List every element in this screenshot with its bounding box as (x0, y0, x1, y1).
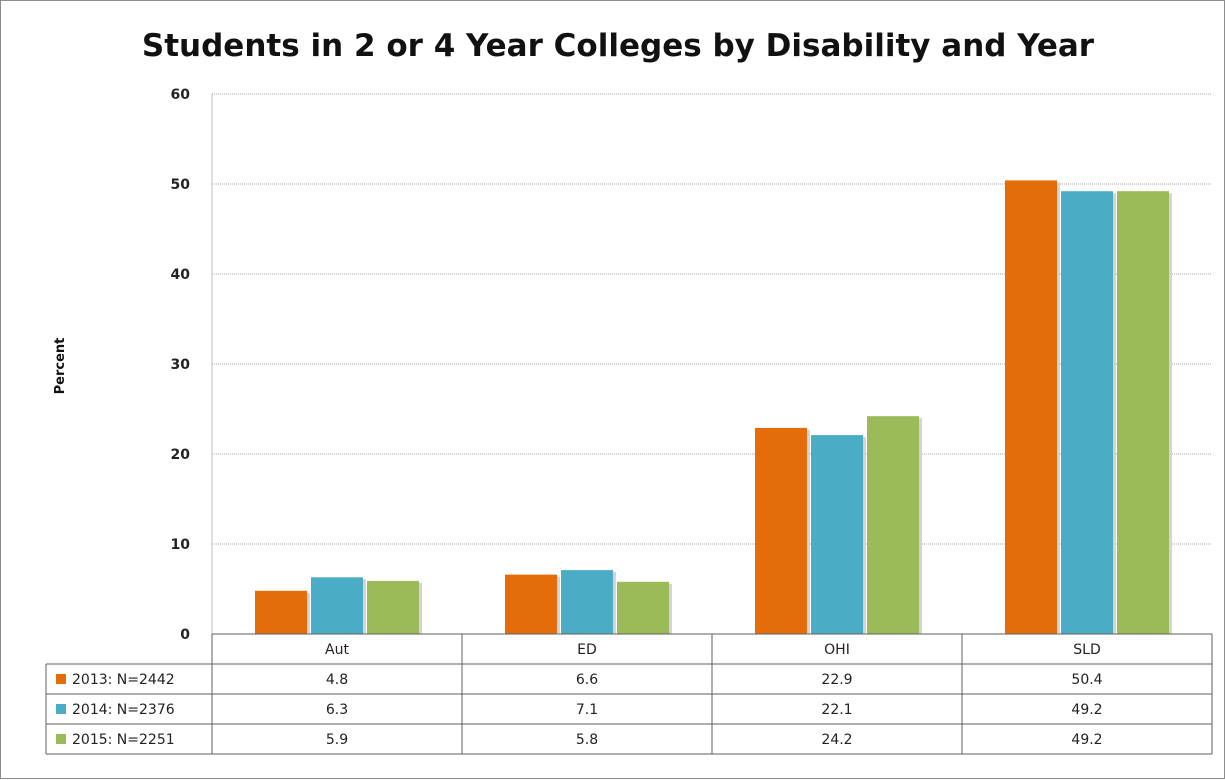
bars (255, 180, 1172, 634)
y-tick-label: 20 (171, 447, 191, 463)
y-tick-label: 50 (171, 177, 191, 193)
y-tick-label: 60 (171, 87, 191, 103)
y-axis-label: Percent (53, 338, 68, 395)
bar-2014-OHI (811, 435, 863, 634)
bar-2015-ED (617, 581, 669, 634)
y-tick-label: 30 (171, 357, 191, 373)
y-tick-label: 40 (171, 267, 191, 283)
grid-lines (211, 93, 1212, 634)
bar-2013-ED (505, 574, 557, 634)
legend-swatch (56, 734, 66, 744)
y-axis-ticks: 0 10 20 30 40 50 60 (171, 87, 191, 643)
data-cell: 49.2 (1071, 732, 1102, 748)
data-cell: 6.3 (326, 702, 348, 718)
data-table: Aut ED OHI SLD 2013: N=2442 4.8 6.6 22.9 50.4 201… (45, 633, 1213, 755)
legend-label: 2014: N=2376 (72, 702, 175, 718)
y-tick-label: 10 (171, 537, 191, 553)
category-label: ED (577, 642, 597, 658)
bar-2014-ED (561, 570, 613, 634)
bar-2015-OHI (867, 416, 919, 634)
bar-2015-SLD (1117, 191, 1169, 634)
bar-2013-SLD (1005, 180, 1057, 634)
category-label: Aut (325, 642, 349, 658)
y-tick-label: 0 (180, 627, 190, 643)
bar-2014-SLD (1061, 191, 1113, 634)
data-cell: 49.2 (1071, 702, 1102, 718)
data-cell: 5.9 (326, 732, 348, 748)
category-label: SLD (1073, 642, 1100, 658)
legend-label: 2013: N=2442 (72, 672, 175, 688)
data-cell: 4.8 (326, 672, 348, 688)
data-cell: 6.6 (576, 672, 598, 688)
data-cell: 22.1 (821, 702, 852, 718)
legend-swatch (56, 674, 66, 684)
legend-swatch (56, 704, 66, 714)
data-cell: 7.1 (576, 702, 598, 718)
data-cell: 22.9 (821, 672, 852, 688)
bar-2013-OHI (755, 427, 807, 634)
bar-2015-Aut (367, 580, 419, 634)
data-cell: 5.8 (576, 732, 598, 748)
chart-title: Students in 2 or 4 Year Colleges by Disa… (142, 28, 1095, 64)
bar-2014-Aut (311, 577, 363, 634)
category-label: OHI (824, 642, 850, 658)
legend-label: 2015: N=2251 (72, 732, 175, 748)
data-cell: 24.2 (821, 732, 852, 748)
bar-2013-Aut (255, 590, 307, 634)
data-cell: 50.4 (1071, 672, 1102, 688)
